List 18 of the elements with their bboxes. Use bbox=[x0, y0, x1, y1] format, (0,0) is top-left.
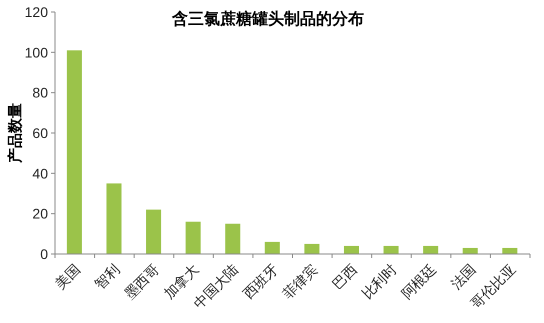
x-tick-label: 巴西 bbox=[328, 260, 360, 292]
y-tick-label: 0 bbox=[40, 246, 48, 262]
chart-title: 含三氯蔗糖罐头制品的分布 bbox=[171, 10, 364, 28]
y-tick-label: 60 bbox=[32, 125, 48, 141]
x-tick-label: 美国 bbox=[52, 260, 83, 292]
y-tick-label: 80 bbox=[32, 84, 48, 101]
y-tick-label: 20 bbox=[32, 206, 48, 222]
x-tick-label: 智利 bbox=[91, 260, 122, 292]
x-tick-label: 西班牙 bbox=[240, 260, 281, 302]
x-tick-label: 墨西哥 bbox=[121, 260, 162, 302]
y-tick-label: 120 bbox=[24, 4, 48, 20]
x-tick-label: 菲律宾 bbox=[279, 260, 320, 302]
x-tick-label: 比利时 bbox=[358, 260, 400, 302]
y-tick-label: 100 bbox=[24, 44, 48, 60]
y-tick-label: 40 bbox=[32, 165, 48, 182]
x-tick-label: 法国 bbox=[448, 260, 479, 292]
x-tick-label: 阿根廷 bbox=[398, 260, 440, 302]
y-axis-title: 产品数量 bbox=[7, 103, 24, 164]
